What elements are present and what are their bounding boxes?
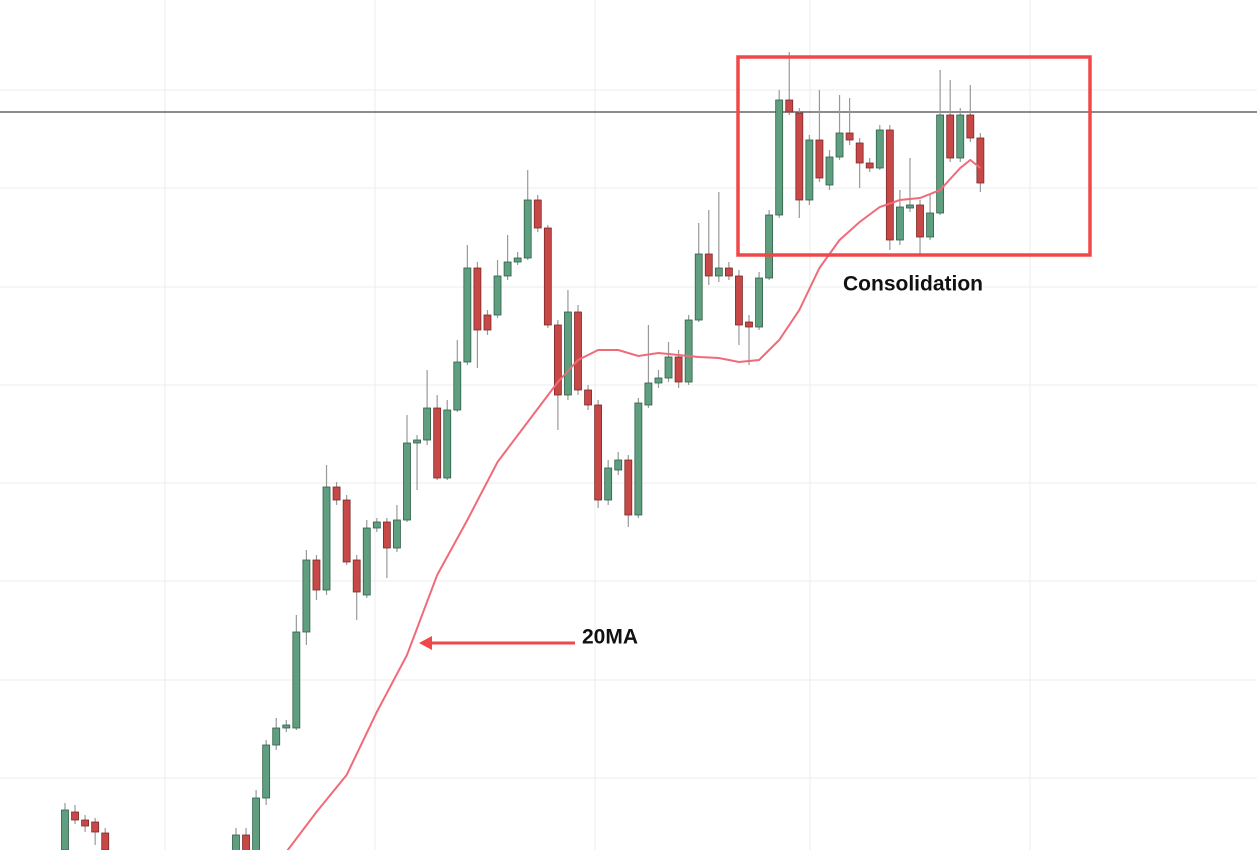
candle-body xyxy=(755,277,763,328)
highlight-box xyxy=(736,55,1092,257)
candle-body xyxy=(262,744,271,799)
moving-average xyxy=(286,158,981,850)
candle-body xyxy=(91,821,100,833)
candle-body xyxy=(875,129,884,169)
candle-body xyxy=(473,267,482,331)
candle-body xyxy=(855,142,864,164)
candle-body xyxy=(926,212,934,238)
arrow-head xyxy=(419,636,432,650)
candle-body xyxy=(865,162,874,169)
candle-body xyxy=(594,404,603,501)
plot-area xyxy=(0,52,1257,850)
candle-body xyxy=(805,139,814,201)
candle-body xyxy=(372,521,381,529)
candle-body xyxy=(765,214,774,279)
candle-body xyxy=(71,811,79,821)
candle-body xyxy=(443,409,452,479)
candle-body xyxy=(795,112,804,201)
candle-body xyxy=(483,314,492,331)
candle-body xyxy=(845,132,854,141)
candle-body xyxy=(352,559,361,593)
candle-body xyxy=(302,559,311,633)
candle-body xyxy=(644,382,653,406)
candle-body xyxy=(493,275,502,316)
candle-body xyxy=(775,99,784,216)
candle-body xyxy=(946,114,955,159)
candle-body xyxy=(564,311,572,396)
candle-body xyxy=(342,499,351,563)
candle-body xyxy=(654,377,663,384)
candle-body xyxy=(413,439,421,444)
candle-body xyxy=(574,311,582,391)
candle-body xyxy=(906,204,914,209)
candle-body xyxy=(815,139,824,179)
candle-body xyxy=(614,459,623,471)
candle-body xyxy=(745,321,753,328)
candle-body xyxy=(916,204,924,238)
candle-body xyxy=(232,834,240,850)
candle-body xyxy=(624,459,633,516)
candle-body xyxy=(936,114,945,214)
candle-body xyxy=(332,486,341,501)
candle-body xyxy=(503,261,512,277)
candle-body xyxy=(956,114,965,159)
candle-body xyxy=(604,467,613,501)
candle-body xyxy=(382,521,391,549)
candle-body xyxy=(272,727,281,746)
candle-body xyxy=(463,267,472,363)
annotation: 20MA xyxy=(582,626,638,649)
candle-body xyxy=(61,809,69,850)
candle-body xyxy=(433,407,442,479)
candle-body xyxy=(543,227,552,326)
candle-body xyxy=(242,834,250,850)
candle-body xyxy=(835,132,844,158)
candle-body xyxy=(453,361,462,411)
candle-body xyxy=(322,486,331,591)
candle-body xyxy=(423,407,432,441)
candle-body xyxy=(523,199,532,259)
candle-body xyxy=(101,832,110,850)
candle-body xyxy=(704,253,713,277)
annotation: Consolidation xyxy=(843,273,983,296)
candle-body xyxy=(292,631,301,729)
candle-body xyxy=(312,559,321,591)
candle-body xyxy=(895,206,904,241)
candle-body xyxy=(976,137,985,184)
candle-body xyxy=(81,819,90,827)
candle-body xyxy=(724,267,733,277)
candle-body xyxy=(785,99,794,113)
candle-body xyxy=(362,527,371,596)
candle-body xyxy=(735,275,743,326)
candle-body xyxy=(634,402,643,516)
candle-body xyxy=(513,257,522,263)
candle-body xyxy=(664,356,673,379)
candle-body xyxy=(553,324,562,396)
candle-body xyxy=(885,129,894,241)
candle-body xyxy=(584,389,592,406)
candle-body xyxy=(393,519,401,549)
candle-body xyxy=(282,724,291,729)
candle-body xyxy=(714,267,723,277)
candle-body xyxy=(966,114,975,139)
candle-body xyxy=(252,797,261,850)
candle-body xyxy=(684,319,693,383)
candle-body xyxy=(403,442,411,521)
candle-body xyxy=(694,253,703,321)
candle-body xyxy=(674,356,683,383)
candle-body xyxy=(533,199,542,229)
candle-body xyxy=(825,156,834,186)
